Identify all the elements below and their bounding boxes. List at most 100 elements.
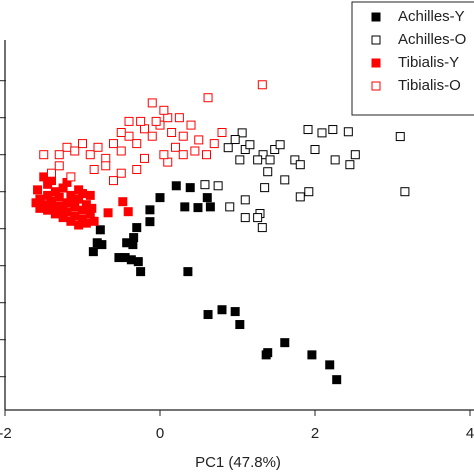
point [74, 220, 84, 230]
legend-marker [371, 35, 381, 45]
point [235, 155, 245, 165]
point [47, 196, 56, 206]
point [54, 192, 64, 202]
point [140, 124, 149, 134]
point [280, 338, 290, 348]
point [58, 203, 68, 213]
point [159, 105, 169, 115]
point [174, 113, 184, 123]
point [345, 160, 355, 170]
point [295, 160, 305, 170]
legend-label: Achilles-Y [398, 8, 465, 25]
point [257, 223, 267, 233]
point [263, 348, 273, 358]
x-axis-label: PC1 (47.8%) [195, 454, 281, 471]
point [123, 207, 133, 217]
x-tick-label: -2 [0, 425, 12, 442]
point [253, 155, 263, 165]
point [171, 142, 180, 152]
point [163, 113, 173, 123]
point [178, 150, 188, 160]
point [54, 150, 64, 160]
point [89, 216, 99, 226]
point [217, 305, 227, 315]
point [190, 146, 200, 156]
point [280, 175, 290, 185]
point [225, 202, 235, 212]
point [194, 135, 204, 145]
point [87, 203, 97, 213]
point [230, 307, 240, 317]
point [295, 192, 305, 202]
point [101, 153, 111, 163]
point [78, 189, 87, 199]
point [217, 128, 227, 137]
point [31, 198, 41, 208]
point [93, 142, 103, 152]
point [88, 247, 98, 257]
point [213, 181, 223, 191]
legend-label: Achilles-O [398, 31, 466, 48]
point [47, 168, 56, 178]
point [200, 180, 210, 190]
point [186, 120, 196, 130]
point [350, 150, 360, 160]
point [133, 257, 143, 267]
point [116, 168, 126, 178]
point [66, 172, 76, 182]
point [205, 202, 215, 212]
point [70, 146, 80, 156]
point [47, 176, 56, 186]
point [85, 190, 95, 200]
point [180, 202, 190, 212]
legend-marker [371, 12, 381, 22]
point [101, 161, 111, 171]
point [343, 127, 353, 137]
point [124, 116, 134, 126]
point [147, 98, 157, 108]
point [202, 193, 212, 203]
point [330, 155, 340, 165]
point [304, 187, 314, 197]
point [155, 193, 165, 203]
point [317, 128, 327, 138]
point [78, 139, 87, 149]
point [258, 150, 268, 160]
point [97, 240, 107, 250]
point [136, 116, 146, 126]
point [140, 153, 149, 163]
point [185, 183, 195, 193]
point [147, 131, 157, 141]
point [118, 197, 128, 207]
point [66, 216, 76, 226]
point [109, 139, 118, 149]
point [163, 157, 173, 167]
point [240, 213, 250, 223]
point [81, 218, 91, 228]
point [193, 203, 203, 213]
point [85, 150, 95, 160]
point [136, 267, 146, 277]
point [325, 360, 335, 370]
point [151, 116, 161, 126]
legend-label: Tibialis-Y [398, 54, 459, 71]
point [178, 131, 188, 141]
point [290, 155, 300, 165]
point [145, 217, 155, 227]
point [275, 140, 285, 150]
point [202, 150, 211, 160]
point [245, 140, 255, 150]
point [103, 208, 113, 218]
point [310, 145, 320, 155]
point [124, 131, 134, 141]
x-tick-label: 4 [466, 425, 474, 442]
point [303, 125, 313, 135]
point [171, 181, 181, 191]
point [132, 223, 142, 233]
point [237, 128, 247, 138]
point [332, 375, 342, 385]
point [33, 185, 43, 195]
point [307, 350, 317, 360]
point [132, 165, 142, 174]
